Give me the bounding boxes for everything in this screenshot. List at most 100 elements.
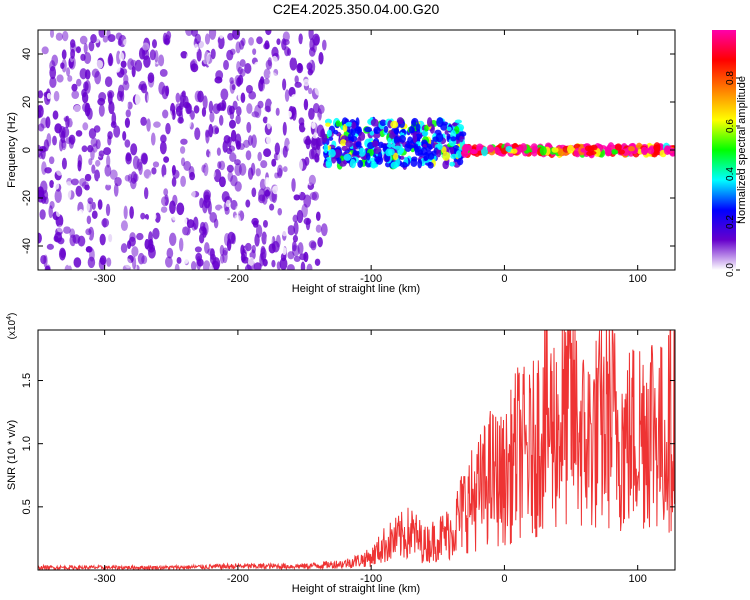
- spectral-cell: [122, 80, 130, 91]
- spectral-cell: [45, 116, 51, 129]
- spectral-cell: [335, 120, 341, 127]
- spectral-cell: [510, 148, 518, 154]
- spectral-cell: [339, 160, 347, 167]
- spectral-cell: [481, 146, 489, 157]
- spectral-cell: [213, 169, 222, 183]
- spectral-cell: [302, 178, 308, 190]
- snr-x-tick-label: -200: [227, 573, 249, 585]
- spectral-cell: [229, 80, 236, 94]
- spectral-cell: [229, 77, 234, 84]
- spectral-cell: [216, 147, 221, 156]
- spectral-cell: [39, 209, 46, 220]
- spectral-cell: [180, 157, 186, 167]
- spectral-cell: [180, 215, 188, 228]
- colorbar-tick-label: 0.0: [725, 263, 736, 277]
- spectral-cell: [196, 48, 202, 62]
- spectral-cell: [60, 62, 65, 69]
- spectral-cell: [185, 30, 193, 37]
- spectral-cell: [185, 51, 194, 62]
- spectral-cell: [340, 139, 347, 146]
- spectral-cell: [304, 156, 310, 166]
- spectral-cell: [268, 243, 276, 254]
- spectrogram-x-axis: -300 -200 -100 0 100: [94, 30, 647, 285]
- spectral-cell: [276, 85, 283, 96]
- spectral-cell: [255, 168, 261, 177]
- spectral-cell: [234, 181, 242, 192]
- spectral-cell: [136, 158, 143, 171]
- spectrogram-y-tick-label: -40: [21, 238, 33, 254]
- spectral-cell: [173, 65, 178, 74]
- spectral-cell: [315, 211, 321, 222]
- spectral-cell: [215, 65, 223, 73]
- spectral-cell: [92, 143, 98, 153]
- spectral-cell: [193, 105, 200, 114]
- spectral-cell: [265, 59, 273, 70]
- spectral-cell: [230, 129, 237, 142]
- snr-x-tick-label: -300: [94, 573, 116, 585]
- spectral-cell: [377, 151, 383, 161]
- spectral-cell: [352, 150, 360, 156]
- colorbar-tick-label: 0.8: [725, 71, 736, 85]
- spectral-cell: [314, 83, 323, 96]
- spectral-cell: [205, 130, 210, 144]
- spectral-cell: [171, 211, 177, 221]
- spectral-cell: [213, 187, 220, 196]
- spectral-cell: [163, 174, 169, 182]
- spectral-cell: [611, 148, 619, 155]
- spectral-cell: [257, 151, 262, 162]
- spectral-cell: [218, 176, 226, 188]
- spectral-cell: [322, 39, 327, 51]
- spectral-cell: [133, 173, 139, 182]
- spectral-cell: [531, 145, 539, 153]
- spectral-cell: [328, 136, 334, 141]
- spectral-cell: [41, 46, 49, 55]
- spectral-cell: [228, 145, 236, 152]
- spectral-cell: [95, 59, 104, 70]
- spectral-cell: [241, 248, 247, 262]
- spectral-cell: [142, 42, 150, 51]
- spectral-cell: [43, 139, 50, 152]
- spectral-cell: [271, 259, 276, 268]
- spectral-cell: [318, 51, 324, 65]
- spectral-cell: [175, 92, 181, 103]
- spectral-cell: [130, 59, 137, 67]
- spectral-cell: [113, 183, 119, 197]
- spectral-cell: [153, 121, 161, 128]
- spectral-cell: [130, 143, 138, 156]
- spectral-cell: [65, 81, 71, 92]
- spectral-cell: [366, 152, 371, 161]
- spectral-cell: [333, 129, 339, 135]
- spectral-cell: [56, 208, 61, 217]
- spectral-cell: [56, 166, 64, 176]
- spectral-cell: [94, 169, 100, 182]
- spectral-cell: [70, 48, 76, 59]
- spectral-cell: [262, 116, 269, 124]
- spectral-cell: [223, 59, 229, 71]
- spectral-cell: [125, 109, 131, 118]
- spectral-cell: [98, 30, 106, 38]
- spectral-cell: [257, 100, 264, 109]
- spectral-cell: [308, 174, 316, 186]
- spectral-cell: [85, 246, 92, 253]
- spectral-cell: [282, 166, 288, 173]
- spectral-cell: [141, 153, 148, 165]
- spectral-cell: [628, 146, 636, 152]
- spectral-cell: [212, 257, 221, 270]
- spectral-cell: [255, 224, 263, 238]
- spectral-cell: [49, 30, 55, 38]
- spectral-cell: [138, 47, 146, 60]
- spectral-cell: [284, 158, 293, 170]
- spectral-cell: [61, 139, 67, 151]
- spectral-cell: [182, 226, 189, 236]
- spectral-cell: [183, 160, 192, 172]
- spectral-cell: [274, 142, 281, 156]
- spectral-cell: [59, 248, 66, 259]
- spectral-cell: [56, 74, 64, 83]
- spectral-cell: [152, 161, 160, 168]
- spectral-cell: [134, 59, 143, 72]
- spectral-cell: [73, 257, 82, 268]
- spectral-cell: [201, 59, 208, 67]
- spectral-cell: [446, 126, 452, 131]
- spectral-cell: [123, 205, 128, 220]
- spectral-cell: [262, 220, 268, 228]
